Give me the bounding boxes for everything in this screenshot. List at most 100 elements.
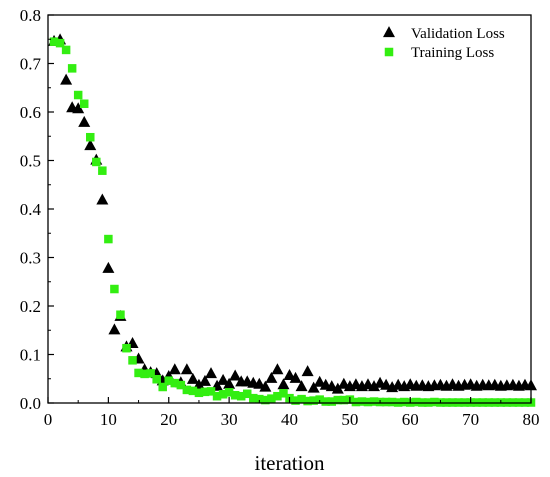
training-loss-point — [152, 374, 161, 384]
x-tick-label: 40 — [281, 410, 298, 429]
training-loss-point — [351, 397, 361, 407]
training-loss-point — [333, 395, 343, 405]
x-axis-title: iteration — [255, 451, 325, 475]
validation-loss-point — [229, 369, 242, 381]
x-tick-label: 0 — [44, 410, 53, 429]
training-loss-point — [315, 395, 324, 404]
training-loss-point — [267, 394, 276, 403]
validation-loss-point — [301, 365, 314, 377]
y-tick-label: 0.2 — [20, 297, 41, 316]
training-loss-point — [110, 284, 119, 294]
training-loss-point — [297, 394, 306, 404]
x-tick-label: 60 — [402, 410, 419, 429]
training-loss-point — [140, 369, 149, 379]
validation-loss-point — [180, 363, 193, 375]
validation-loss-point — [265, 371, 278, 383]
training-loss-point — [224, 388, 234, 397]
training-loss-point — [104, 234, 113, 244]
validation-loss-point — [108, 323, 121, 335]
training-legend-label: Training Loss — [411, 45, 494, 61]
training-loss-point — [67, 64, 77, 73]
validation-loss-point — [223, 377, 236, 389]
training-loss-point — [122, 343, 131, 353]
training-loss-point — [188, 386, 198, 396]
training-loss-point — [194, 388, 204, 398]
training-loss-point — [200, 387, 210, 397]
plot-frame — [47, 14, 532, 404]
training-loss-point — [116, 310, 125, 319]
training-loss-point — [212, 391, 222, 401]
training-loss-point — [291, 396, 300, 405]
training-loss-point — [255, 394, 264, 404]
x-tick-label: 10 — [100, 410, 117, 429]
validation-loss-point — [60, 73, 73, 85]
training-loss-point — [134, 368, 143, 378]
training-loss-point — [249, 393, 258, 403]
validation-loss-point — [277, 378, 290, 390]
validation-loss-point — [259, 380, 272, 392]
x-tick-label: 30 — [221, 410, 238, 429]
training-loss-point — [230, 390, 240, 400]
y-tick-label: 0.5 — [20, 152, 41, 171]
validation-loss-point — [205, 367, 218, 379]
training-loss-point — [86, 132, 95, 142]
training-loss-point — [412, 397, 421, 407]
chart-marks — [48, 33, 537, 407]
validation-loss-point — [186, 372, 199, 384]
validation-loss-point — [168, 363, 181, 375]
training-loss-point — [49, 37, 59, 46]
training-loss-point — [261, 395, 270, 405]
training-loss-point — [369, 397, 379, 406]
training-loss-point — [92, 157, 101, 167]
training-loss-point — [430, 397, 439, 407]
training-loss-point — [339, 395, 349, 405]
validation-loss-point — [313, 375, 326, 387]
training-loss-point — [98, 166, 107, 175]
training-loss-point — [381, 397, 391, 407]
x-tick-label: 50 — [341, 410, 358, 429]
training-loss-point — [363, 397, 373, 407]
training-loss-point — [182, 385, 192, 395]
validation-legend-marker — [383, 26, 395, 38]
training-legend-marker — [384, 47, 394, 57]
y-tick-label: 0.1 — [20, 346, 41, 365]
x-tick-label: 20 — [160, 410, 177, 429]
validation-loss-point — [295, 380, 308, 392]
y-tick-label: 0.4 — [20, 200, 42, 219]
training-loss-point — [218, 390, 228, 399]
validation-loss-point — [96, 193, 109, 205]
y-tick-label: 0.3 — [20, 249, 41, 268]
training-loss-point — [273, 391, 282, 401]
validation-loss-point — [368, 380, 381, 392]
y-tick-label: 0.0 — [20, 394, 41, 413]
x-tick-label: 70 — [462, 410, 479, 429]
training-loss-point — [206, 387, 216, 396]
training-loss-point — [357, 397, 367, 406]
training-loss-point — [61, 45, 71, 55]
y-tick-label: 0.7 — [20, 55, 42, 74]
training-loss-point — [309, 396, 318, 405]
training-loss-point — [242, 389, 252, 399]
training-loss-point — [164, 376, 173, 385]
validation-loss-point — [72, 102, 85, 114]
training-loss-series — [49, 37, 536, 407]
validation-legend-label: Validation Loss — [411, 26, 505, 42]
training-loss-point — [279, 389, 288, 398]
validation-loss-point — [307, 381, 320, 393]
training-loss-point — [79, 99, 89, 109]
validation-loss-point — [102, 261, 115, 273]
validation-loss-point — [253, 377, 266, 389]
y-tick-label: 0.6 — [20, 103, 41, 122]
validation-loss-point — [271, 363, 284, 375]
training-loss-point — [321, 397, 330, 406]
validation-loss-point — [331, 382, 344, 394]
y-tick-label: 0.8 — [20, 6, 41, 25]
validation-loss-point — [78, 115, 91, 127]
training-loss-point — [236, 391, 246, 401]
training-loss-point — [176, 380, 186, 390]
validation-loss-point — [217, 373, 230, 385]
training-loss-point — [158, 382, 167, 392]
validation-loss-point — [289, 371, 302, 383]
training-loss-point — [327, 397, 337, 406]
